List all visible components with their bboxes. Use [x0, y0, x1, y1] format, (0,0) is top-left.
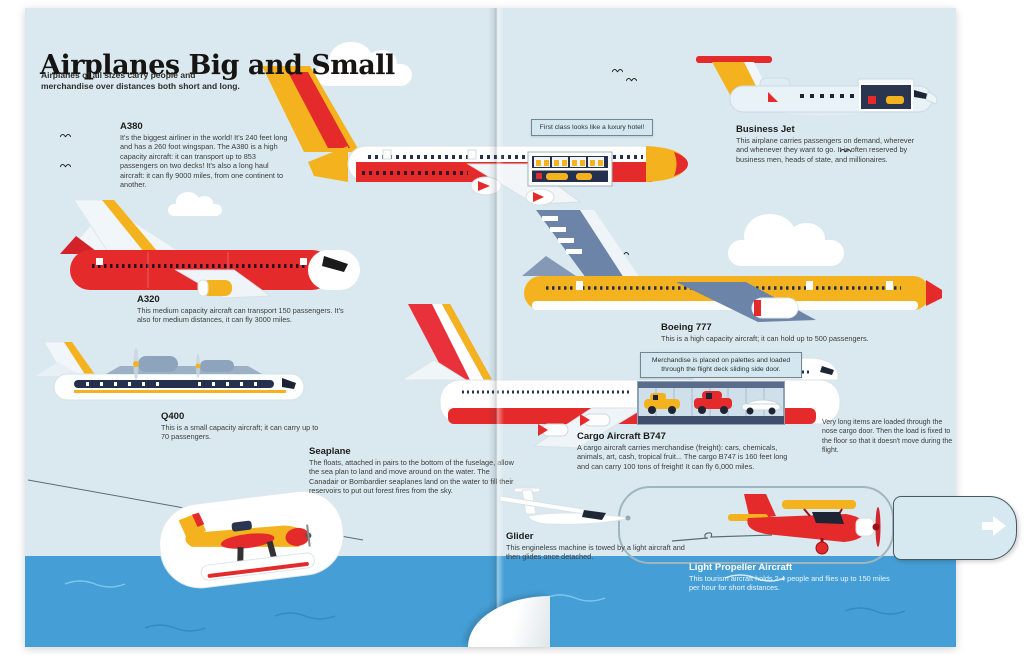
section-body: This airplane carries passengers on dema… [736, 136, 915, 164]
section-boeing-777: Boeing 777 This is a high capacity aircr… [661, 322, 899, 343]
section-heading: Seaplane [309, 446, 351, 457]
bird-icon [625, 69, 638, 87]
cloud-shape [728, 214, 844, 266]
section-heading: A320 [137, 294, 160, 305]
section-cargo-b747: Cargo Aircraft B747 A cargo aircraft car… [577, 431, 799, 471]
section-heading: Glider [506, 531, 534, 542]
section-heading: Boeing 777 [661, 322, 712, 333]
light-propeller-illustration [728, 494, 881, 555]
page-gutter [488, 8, 504, 647]
section-seaplane: Seaplane The floats, attached in pairs t… [309, 446, 514, 496]
bird-icon [839, 140, 852, 158]
section-body: This tourism aircraft holds 2-4 people a… [689, 574, 890, 593]
section-heading: Cargo Aircraft B747 [577, 431, 666, 442]
bird-icon [611, 60, 624, 78]
section-heading: Business Jet [736, 124, 795, 135]
section-light-propeller: Light Propeller Aircraft This tourism ai… [689, 562, 894, 593]
section-q400: Q400 This is a small capacity aircraft; … [161, 411, 319, 442]
section-glider: Glider This engineless machine is towed … [506, 531, 698, 562]
callout-merchandise: Merchandise is placed on palettes and lo… [640, 352, 802, 379]
cargo-b747-illustration [400, 304, 841, 449]
cloud-shape [168, 192, 222, 216]
section-a320: A320 This medium capacity aircraft can t… [137, 294, 355, 325]
section-heading: Light Propeller Aircraft [689, 562, 793, 573]
section-business-jet: Business Jet This airplane carries passe… [736, 124, 928, 164]
callout-first-class: First class looks like a luxury hotel! [531, 119, 653, 137]
section-body: The floats, attached in pairs to the bot… [309, 458, 514, 496]
page-subtitle: Airplanes of all sizes carry people and … [41, 70, 240, 92]
bird-icon [59, 155, 72, 173]
section-body: A cargo aircraft carries merchandise (fr… [577, 443, 788, 471]
bird-icon [59, 125, 72, 143]
section-heading: Q400 [161, 411, 185, 422]
seaplane-illustration [159, 490, 344, 589]
cloud-shape [316, 42, 412, 86]
page-title: Airplanes Big and Small [40, 50, 395, 82]
a380-illustration [262, 66, 688, 206]
tow-rope [671, 532, 773, 542]
wave-lines [64, 574, 906, 632]
section-heading: A380 [120, 121, 143, 132]
section-a380: A380 It's the biggest airliner in the wo… [120, 121, 288, 190]
section-body: This engineless machine is towed by a li… [506, 543, 685, 562]
section-body: This is a small capacity aircraft; it ca… [161, 423, 319, 442]
section-body: This medium capacity aircraft can transp… [137, 306, 344, 325]
callout-long-items: Very long items are loaded through the n… [822, 419, 953, 455]
cargo-cars [644, 391, 783, 415]
book-spread: Airplanes Big and Small Airplanes of all… [25, 8, 1017, 647]
business-jet-illustration [696, 56, 938, 116]
q400-illustration [36, 341, 305, 401]
pull-tab[interactable] [893, 496, 1017, 560]
boeing-777-illustration [522, 210, 942, 322]
a320-illustration [60, 199, 360, 299]
glider-illustration [499, 487, 631, 525]
section-body: This is a high capacity aircraft; it can… [661, 334, 869, 343]
right-arrow-icon [982, 516, 1006, 541]
section-body: It's the biggest airliner in the world! … [120, 133, 288, 190]
